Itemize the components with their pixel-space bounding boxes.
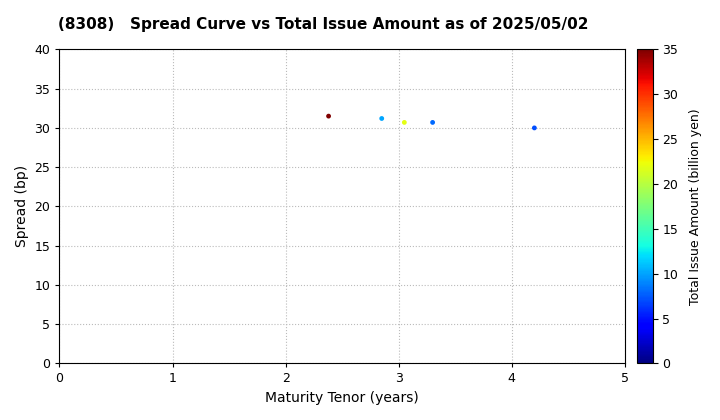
Point xyxy=(323,113,334,119)
Point xyxy=(528,125,540,131)
X-axis label: Maturity Tenor (years): Maturity Tenor (years) xyxy=(265,391,419,405)
Text: (8308)   Spread Curve vs Total Issue Amount as of 2025/05/02: (8308) Spread Curve vs Total Issue Amoun… xyxy=(58,17,588,32)
Point xyxy=(427,119,438,126)
Y-axis label: Spread (bp): Spread (bp) xyxy=(15,165,29,247)
Point xyxy=(376,115,387,122)
Y-axis label: Total Issue Amount (billion yen): Total Issue Amount (billion yen) xyxy=(689,108,702,305)
Point xyxy=(399,119,410,126)
